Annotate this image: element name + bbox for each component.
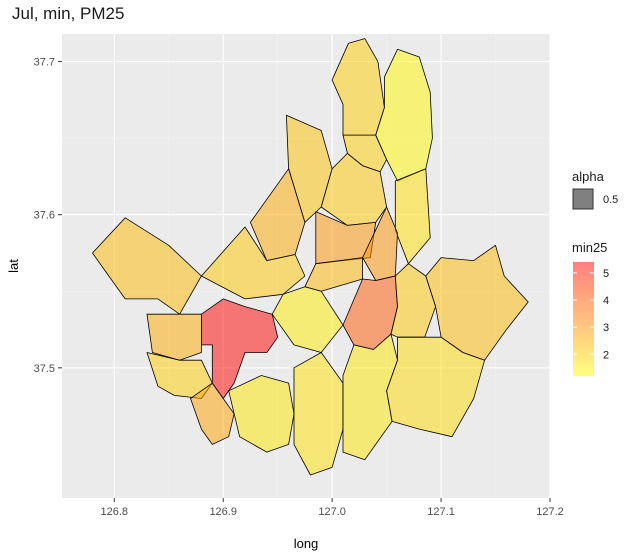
legend-color-title: min25 [572,240,607,255]
colorbar-tick-label: 3 [603,322,609,334]
region-17 [146,313,202,361]
colorbar-tick-label: 5 [603,268,609,280]
legend-alpha: alpha 0.5 [572,169,618,210]
region-22 [293,352,344,476]
colorbar-tick-label: 2 [603,349,609,361]
x-tick-label: 126.8 [101,506,129,518]
x-tick-label: 127.2 [536,506,564,518]
x-tick-label: 126.9 [209,506,237,518]
x-axis-label: long [294,536,319,551]
colorbar [573,262,594,376]
chart-title: Jul, min, PM25 [12,4,125,23]
legend-color: min25 2 3 4 5 [572,240,609,376]
region-8 [362,206,398,281]
region-24 [386,336,486,438]
region-21 [228,375,295,453]
region-10 [200,226,306,300]
x-tick-label: 127.1 [427,506,455,518]
colorbar-tick-label: 4 [603,295,609,307]
region-9 [249,168,306,262]
legend-alpha-key [572,188,594,210]
legend-alpha-label: 0.5 [603,194,618,206]
y-tick-label: 37.6 [34,210,55,222]
y-axis-label: lat [6,259,21,273]
y-tick-label: 37.7 [34,57,55,69]
region-15 [271,286,344,353]
x-tick-label: 127.0 [318,506,346,518]
region-18 [200,298,279,399]
legend-alpha-title: alpha [572,169,605,184]
colorbar-ticks: 2 3 4 5 [573,268,609,361]
region-4 [394,168,431,265]
region-11 [304,257,364,292]
region-20 [190,382,235,445]
region-polygons [92,38,529,476]
y-tick-label: 37.5 [34,363,55,375]
axes: 126.8 126.9 127.0 127.1 127.2 37.5 37.6 37.7 [34,57,564,518]
region-14 [425,244,529,361]
